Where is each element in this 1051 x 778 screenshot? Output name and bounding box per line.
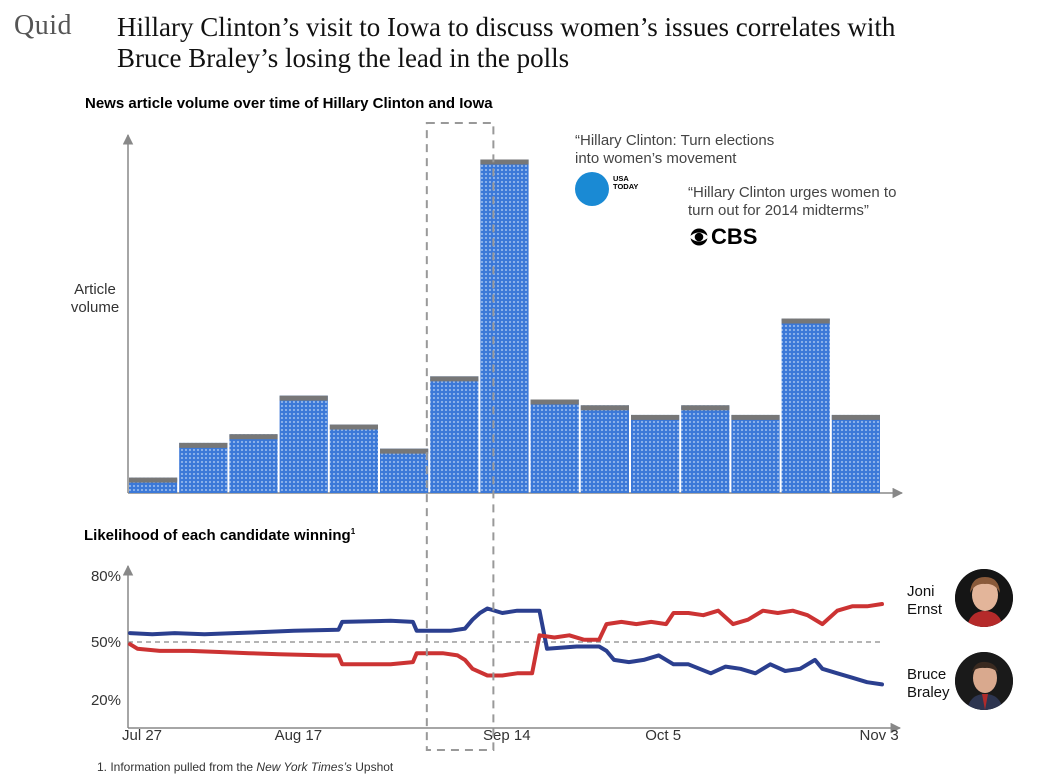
cbs-logo-text: CBS xyxy=(711,224,758,249)
quote-usa-line-2: into women’s movement xyxy=(575,150,737,167)
bar-chart xyxy=(122,133,904,499)
bar-12 xyxy=(681,405,730,493)
y-tick-label: 20% xyxy=(91,692,121,709)
cbs-eye-icon xyxy=(689,228,709,246)
ernst-first-name: Joni xyxy=(907,583,935,600)
usa-today-line-1: USA xyxy=(613,174,629,183)
page-title: Hillary Clinton’s visit to Iowa to discu… xyxy=(117,12,1017,74)
footnote-prefix: 1. Information pulled from the xyxy=(97,760,257,774)
line-chart: 80% 50% 20% Jul 27 Aug 17 Sep 14 Oct 5 Nov 3 xyxy=(91,122,902,751)
bar-2 xyxy=(179,442,228,493)
x-tick-label: Sep 14 xyxy=(483,727,531,744)
candidate-label-ernst: Joni Ernst xyxy=(907,583,942,619)
y-tick-label: 50% xyxy=(91,634,121,651)
braley-first-name: Bruce xyxy=(907,666,947,683)
usa-today-line-2: TODAY xyxy=(613,182,639,191)
title-line-2: Bruce Braley’s losing the lead in the po… xyxy=(117,43,570,73)
quote-cbs-line-2: turn out for 2014 midterms” xyxy=(688,202,869,219)
quote-usa-today: “Hillary Clinton: Turn elections into wo… xyxy=(575,132,774,168)
ernst-avatar xyxy=(955,569,1013,627)
quote-usa-line-1: “Hillary Clinton: Turn elections xyxy=(575,132,775,149)
bar-1 xyxy=(129,477,178,493)
braley-avatar xyxy=(955,652,1013,710)
quote-cbs: “Hillary Clinton urges women to turn out… xyxy=(688,184,896,220)
bar-7 xyxy=(430,376,479,493)
quote-cbs-line-1: “Hillary Clinton urges women to xyxy=(688,184,897,201)
y-tick-label: 80% xyxy=(91,568,121,585)
bar-14 xyxy=(781,318,830,493)
bar-9 xyxy=(530,399,579,493)
poll-title-text: Likelihood of each candidate winning xyxy=(84,527,351,544)
usa-today-logo-icon xyxy=(575,172,609,206)
series-line-bruce-braley xyxy=(128,606,884,687)
braley-last-name: Braley xyxy=(907,684,950,701)
bar-8 xyxy=(480,159,529,493)
footnote-source: New York Times’s xyxy=(256,760,352,774)
bar-4 xyxy=(279,395,328,493)
ernst-last-name: Ernst xyxy=(907,601,943,618)
usa-today-logo-text: USA TODAY xyxy=(613,175,638,191)
bar-11 xyxy=(631,414,680,493)
bar-13 xyxy=(731,414,780,493)
news-volume-title: News article volume over time of Hillary… xyxy=(85,95,493,112)
bar-y-axis-label: Article volume xyxy=(55,281,135,317)
poll-title-footnote-mark: 1 xyxy=(350,527,356,536)
bar-y-axis-label-line-1: Article xyxy=(74,281,116,298)
bar-6 xyxy=(380,448,429,493)
quid-logo: Quid xyxy=(14,10,72,41)
cbs-logo: CBS xyxy=(688,224,757,250)
bar-5 xyxy=(329,424,378,493)
x-tick-label: Nov 3 xyxy=(860,727,899,744)
bar-y-axis-label-line-2: volume xyxy=(70,299,120,316)
title-line-1: Hillary Clinton’s visit to Iowa to discu… xyxy=(117,12,896,42)
bar-3 xyxy=(229,434,278,493)
candidate-label-braley: Bruce Braley xyxy=(907,666,950,702)
footnote-suffix: Upshot xyxy=(351,760,394,774)
x-tick-label: Jul 27 xyxy=(122,727,162,744)
bar-15 xyxy=(831,414,880,493)
x-tick-label: Aug 17 xyxy=(275,727,323,744)
series-line-joni-ernst xyxy=(128,602,884,678)
footnote: 1. Information pulled from the New York … xyxy=(97,760,393,774)
x-tick-label: Oct 5 xyxy=(645,727,681,744)
poll-title: Likelihood of each candidate winning1 xyxy=(84,527,355,544)
bar-10 xyxy=(580,405,629,493)
highlight-box xyxy=(425,122,495,751)
